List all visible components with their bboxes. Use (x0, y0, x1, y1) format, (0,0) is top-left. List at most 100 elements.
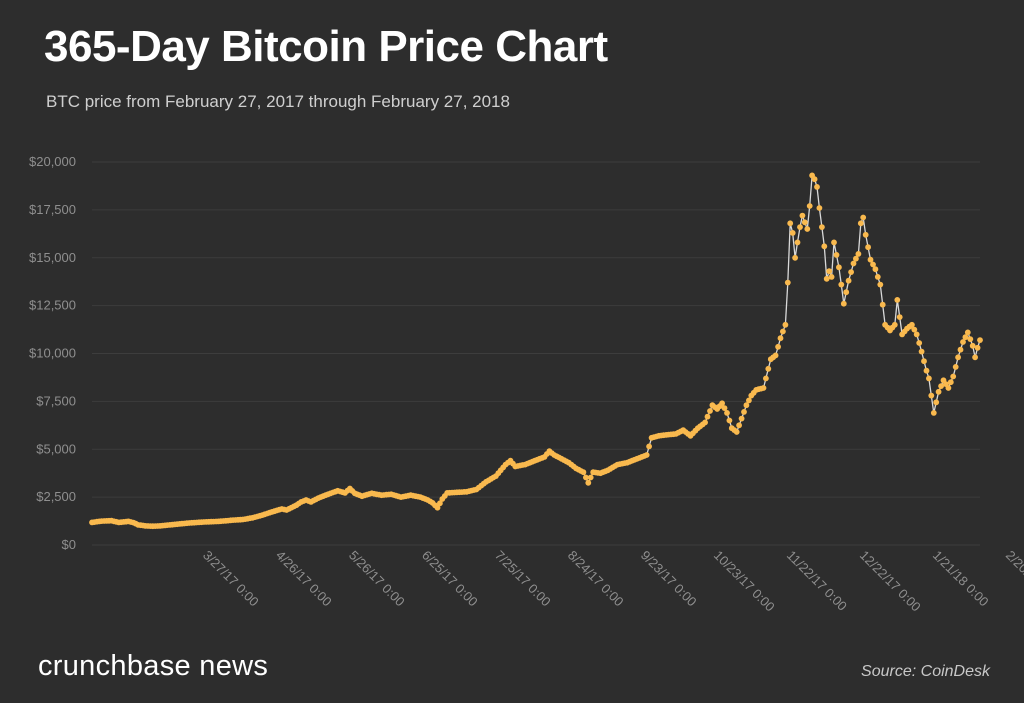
data-point (741, 409, 747, 415)
data-point (707, 408, 713, 414)
data-point (760, 385, 767, 391)
data-point (811, 176, 818, 183)
data-point (964, 329, 971, 336)
chart-title: 365-Day Bitcoin Price Chart (44, 22, 608, 71)
data-point (855, 251, 862, 257)
data-point (743, 402, 750, 409)
data-point (962, 334, 969, 341)
source-credit: Source: CoinDesk (861, 663, 990, 680)
data-point (772, 352, 779, 359)
y-axis-tick-labels: $0 $2,500 $5,000 $7,500 $10,000 $12,500 $15,00… (29, 154, 76, 552)
data-point (702, 419, 708, 426)
data-point (646, 443, 652, 450)
data-point (719, 400, 725, 407)
data-point (838, 281, 845, 288)
y-tick-label: $20,000 (29, 154, 76, 169)
data-point (777, 335, 784, 342)
data-point (848, 269, 854, 275)
data-point (896, 314, 903, 320)
data-point (916, 340, 923, 346)
data-point (972, 354, 978, 361)
chart-subtitle: BTC price from February 27, 2017 through… (46, 92, 510, 111)
data-point (733, 429, 740, 435)
data-point (918, 348, 925, 355)
data-point (921, 358, 927, 365)
x-tick-label: 11/22/17 0:00 (784, 548, 850, 614)
data-point (853, 255, 859, 262)
data-point (826, 268, 833, 275)
data-point (806, 203, 813, 209)
x-tick-label: 5/26/17 0:00 (346, 548, 408, 610)
data-point (823, 275, 830, 282)
data-point (974, 344, 981, 351)
data-point (950, 373, 957, 380)
x-tick-label: 2/20/18 0:00 (1003, 548, 1024, 610)
data-point (891, 321, 898, 328)
data-point (911, 326, 918, 333)
data-point (721, 405, 728, 411)
data-point (840, 300, 847, 307)
x-tick-label: 3/27/17 0:00 (200, 548, 262, 610)
data-point (833, 252, 840, 258)
x-tick-label: 12/22/17 0:00 (857, 548, 924, 615)
data-point (867, 256, 874, 263)
x-tick-label: 1/21/18 0:00 (930, 548, 992, 610)
data-point (738, 415, 745, 422)
x-tick-label: 9/23/17 0:00 (638, 548, 700, 610)
data-point (977, 337, 983, 343)
data-point (909, 321, 915, 328)
data-point (782, 321, 789, 328)
data-point (804, 226, 811, 232)
data-point (726, 417, 733, 424)
data-point (585, 479, 592, 486)
data-point (857, 220, 864, 227)
data-point (821, 243, 828, 250)
data-point (877, 281, 884, 288)
data-point (763, 375, 769, 382)
data-point (960, 339, 966, 345)
data-point (935, 388, 942, 395)
y-tick-label: $0 (62, 537, 76, 552)
data-point (792, 254, 798, 261)
data-point (787, 220, 794, 227)
data-point (836, 264, 842, 271)
data-point (437, 500, 443, 507)
data-point (736, 422, 742, 429)
data-point (969, 342, 976, 349)
data-point (860, 214, 867, 221)
data-point (955, 354, 961, 361)
data-point (930, 410, 937, 416)
data-point (780, 328, 786, 335)
data-point (872, 266, 879, 273)
data-point (850, 260, 857, 267)
data-point (775, 343, 781, 350)
y-tick-label: $17,500 (29, 202, 76, 217)
data-point (926, 375, 932, 382)
data-point (843, 289, 850, 296)
crunchbase-news-logo: crunchbase news (38, 650, 269, 682)
data-point (580, 469, 587, 476)
price-series (89, 172, 983, 530)
data-point (933, 399, 940, 406)
price-line (91, 173, 981, 527)
data-point (799, 212, 806, 219)
x-tick-label: 8/24/17 0:00 (565, 548, 627, 610)
data-point (797, 224, 803, 231)
data-point (913, 331, 920, 338)
y-tick-label: $12,500 (29, 298, 76, 313)
data-point (784, 279, 791, 286)
x-tick-label: 6/25/17 0:00 (419, 548, 481, 610)
data-point (828, 274, 835, 280)
y-tick-label: $5,000 (36, 441, 76, 456)
data-point (865, 244, 871, 251)
data-point (704, 413, 711, 420)
x-tick-label: 10/23/17 0:00 (711, 548, 778, 615)
data-point (938, 383, 944, 389)
data-point (816, 205, 823, 211)
data-point (724, 410, 730, 416)
data-point (928, 392, 935, 399)
data-point (957, 346, 964, 353)
y-tick-label: $7,500 (36, 393, 76, 408)
data-point (814, 184, 820, 190)
